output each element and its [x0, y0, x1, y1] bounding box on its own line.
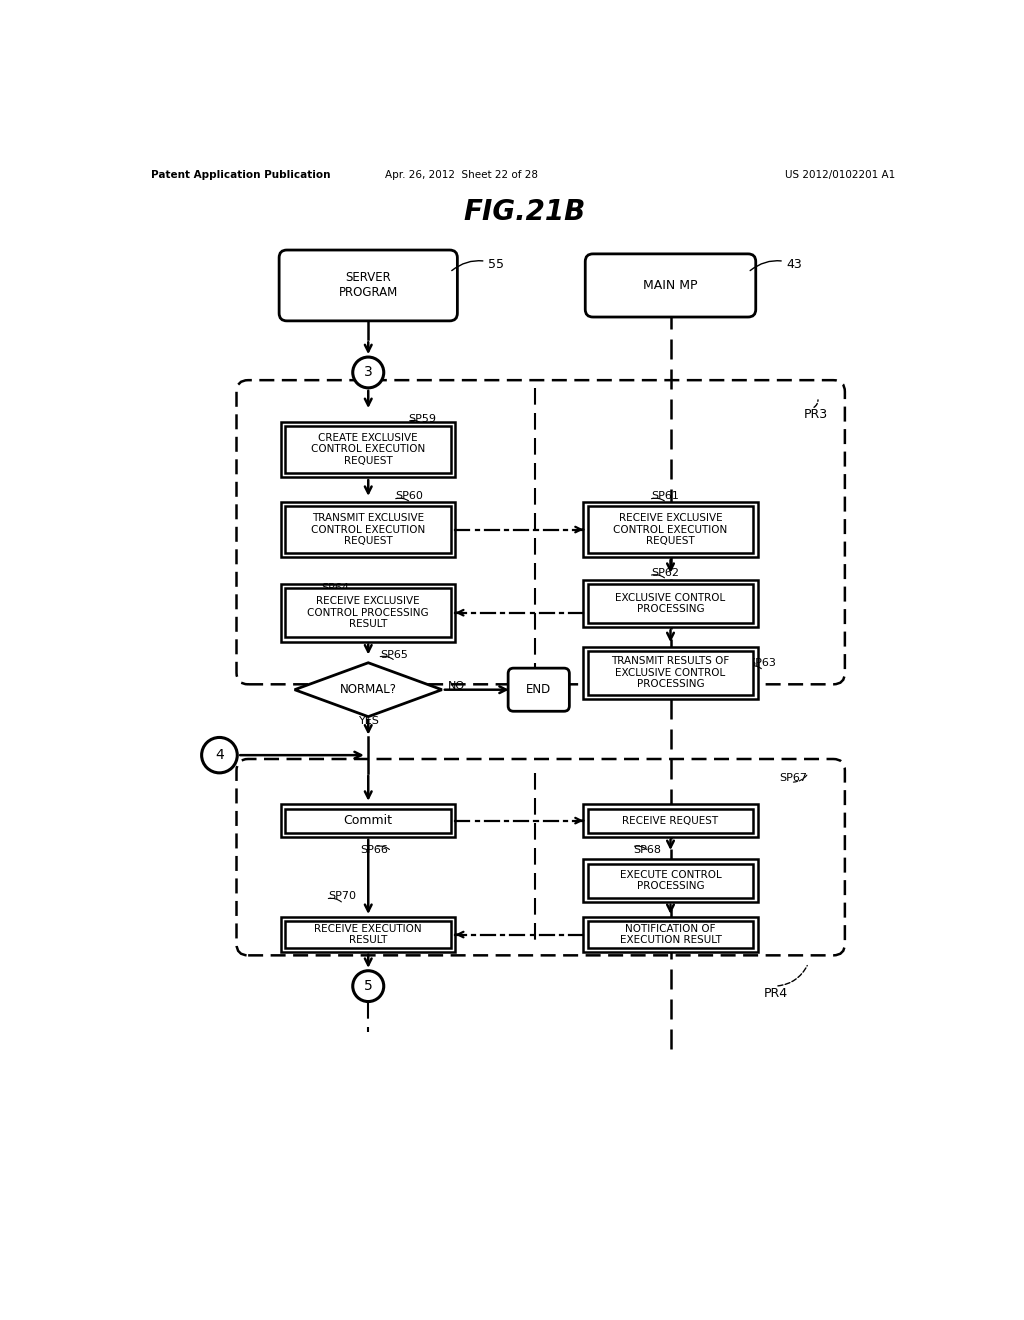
FancyBboxPatch shape — [584, 579, 758, 627]
Text: CREATE EXCLUSIVE
CONTROL EXECUTION
REQUEST: CREATE EXCLUSIVE CONTROL EXECUTION REQUE… — [311, 433, 425, 466]
FancyBboxPatch shape — [584, 859, 758, 902]
Text: 5: 5 — [364, 979, 373, 993]
FancyBboxPatch shape — [286, 921, 452, 948]
Circle shape — [202, 738, 238, 774]
Text: Apr. 26, 2012  Sheet 22 of 28: Apr. 26, 2012 Sheet 22 of 28 — [385, 170, 538, 181]
Text: TRANSMIT RESULTS OF
EXCLUSIVE CONTROL
PROCESSING: TRANSMIT RESULTS OF EXCLUSIVE CONTROL PR… — [611, 656, 730, 689]
Text: SP60: SP60 — [395, 491, 423, 500]
Text: SP63: SP63 — [748, 657, 776, 668]
Text: EXCLUSIVE CONTROL
PROCESSING: EXCLUSIVE CONTROL PROCESSING — [615, 593, 726, 614]
Text: SP66: SP66 — [360, 845, 388, 855]
FancyBboxPatch shape — [584, 917, 758, 952]
FancyBboxPatch shape — [588, 921, 754, 948]
Text: EXECUTE CONTROL
PROCESSING: EXECUTE CONTROL PROCESSING — [620, 870, 721, 891]
Text: NO: NO — [449, 681, 465, 690]
Text: FIG.21B: FIG.21B — [464, 198, 586, 226]
Text: 3: 3 — [364, 366, 373, 379]
Text: Patent Application Publication: Patent Application Publication — [152, 170, 331, 181]
FancyBboxPatch shape — [286, 809, 452, 833]
FancyBboxPatch shape — [588, 583, 754, 623]
Text: TRANSMIT EXCLUSIVE
CONTROL EXECUTION
REQUEST: TRANSMIT EXCLUSIVE CONTROL EXECUTION REQ… — [311, 513, 425, 546]
Text: END: END — [526, 684, 551, 696]
FancyBboxPatch shape — [280, 249, 458, 321]
Text: 43: 43 — [751, 257, 803, 271]
FancyBboxPatch shape — [286, 426, 452, 473]
Text: RECEIVE REQUEST: RECEIVE REQUEST — [623, 816, 719, 825]
FancyBboxPatch shape — [588, 506, 754, 553]
FancyBboxPatch shape — [281, 502, 456, 557]
Text: RECEIVE EXECUTION
RESULT: RECEIVE EXECUTION RESULT — [314, 924, 422, 945]
FancyBboxPatch shape — [508, 668, 569, 711]
Text: SP62: SP62 — [651, 568, 679, 578]
FancyBboxPatch shape — [281, 804, 456, 837]
Text: SERVER
PROGRAM: SERVER PROGRAM — [339, 272, 398, 300]
FancyBboxPatch shape — [281, 422, 456, 478]
Text: Commit: Commit — [344, 814, 393, 828]
Text: PR4: PR4 — [764, 987, 787, 1001]
Text: RECEIVE EXCLUSIVE
CONTROL EXECUTION
REQUEST: RECEIVE EXCLUSIVE CONTROL EXECUTION REQU… — [613, 513, 728, 546]
FancyBboxPatch shape — [584, 502, 758, 557]
FancyBboxPatch shape — [588, 651, 754, 694]
Text: SP65: SP65 — [380, 649, 408, 660]
Text: RECEIVE EXCLUSIVE
CONTROL PROCESSING
RESULT: RECEIVE EXCLUSIVE CONTROL PROCESSING RES… — [307, 597, 429, 630]
FancyBboxPatch shape — [588, 863, 754, 898]
Text: PR3: PR3 — [804, 408, 828, 421]
FancyBboxPatch shape — [586, 253, 756, 317]
Text: SP70: SP70 — [328, 891, 356, 902]
Text: 4: 4 — [215, 748, 224, 762]
Text: SP67: SP67 — [779, 774, 807, 783]
Circle shape — [352, 358, 384, 388]
Text: US 2012/0102201 A1: US 2012/0102201 A1 — [785, 170, 895, 181]
FancyBboxPatch shape — [584, 804, 758, 837]
FancyBboxPatch shape — [281, 917, 456, 952]
Text: MAIN MP: MAIN MP — [643, 279, 697, 292]
Text: NORMAL?: NORMAL? — [340, 684, 396, 696]
Text: SP68: SP68 — [633, 845, 662, 855]
Text: SP64: SP64 — [322, 583, 350, 593]
FancyBboxPatch shape — [584, 647, 758, 700]
Text: NOTIFICATION OF
EXECUTION RESULT: NOTIFICATION OF EXECUTION RESULT — [620, 924, 722, 945]
FancyBboxPatch shape — [286, 589, 452, 638]
FancyBboxPatch shape — [286, 506, 452, 553]
Text: SP61: SP61 — [651, 491, 679, 500]
Text: 55: 55 — [452, 257, 505, 271]
Text: SP59: SP59 — [409, 413, 436, 424]
FancyBboxPatch shape — [281, 583, 456, 642]
Circle shape — [352, 970, 384, 1002]
FancyBboxPatch shape — [588, 809, 754, 833]
Text: SP69: SP69 — [397, 924, 426, 933]
Polygon shape — [295, 663, 442, 717]
Text: YES: YES — [359, 715, 380, 726]
